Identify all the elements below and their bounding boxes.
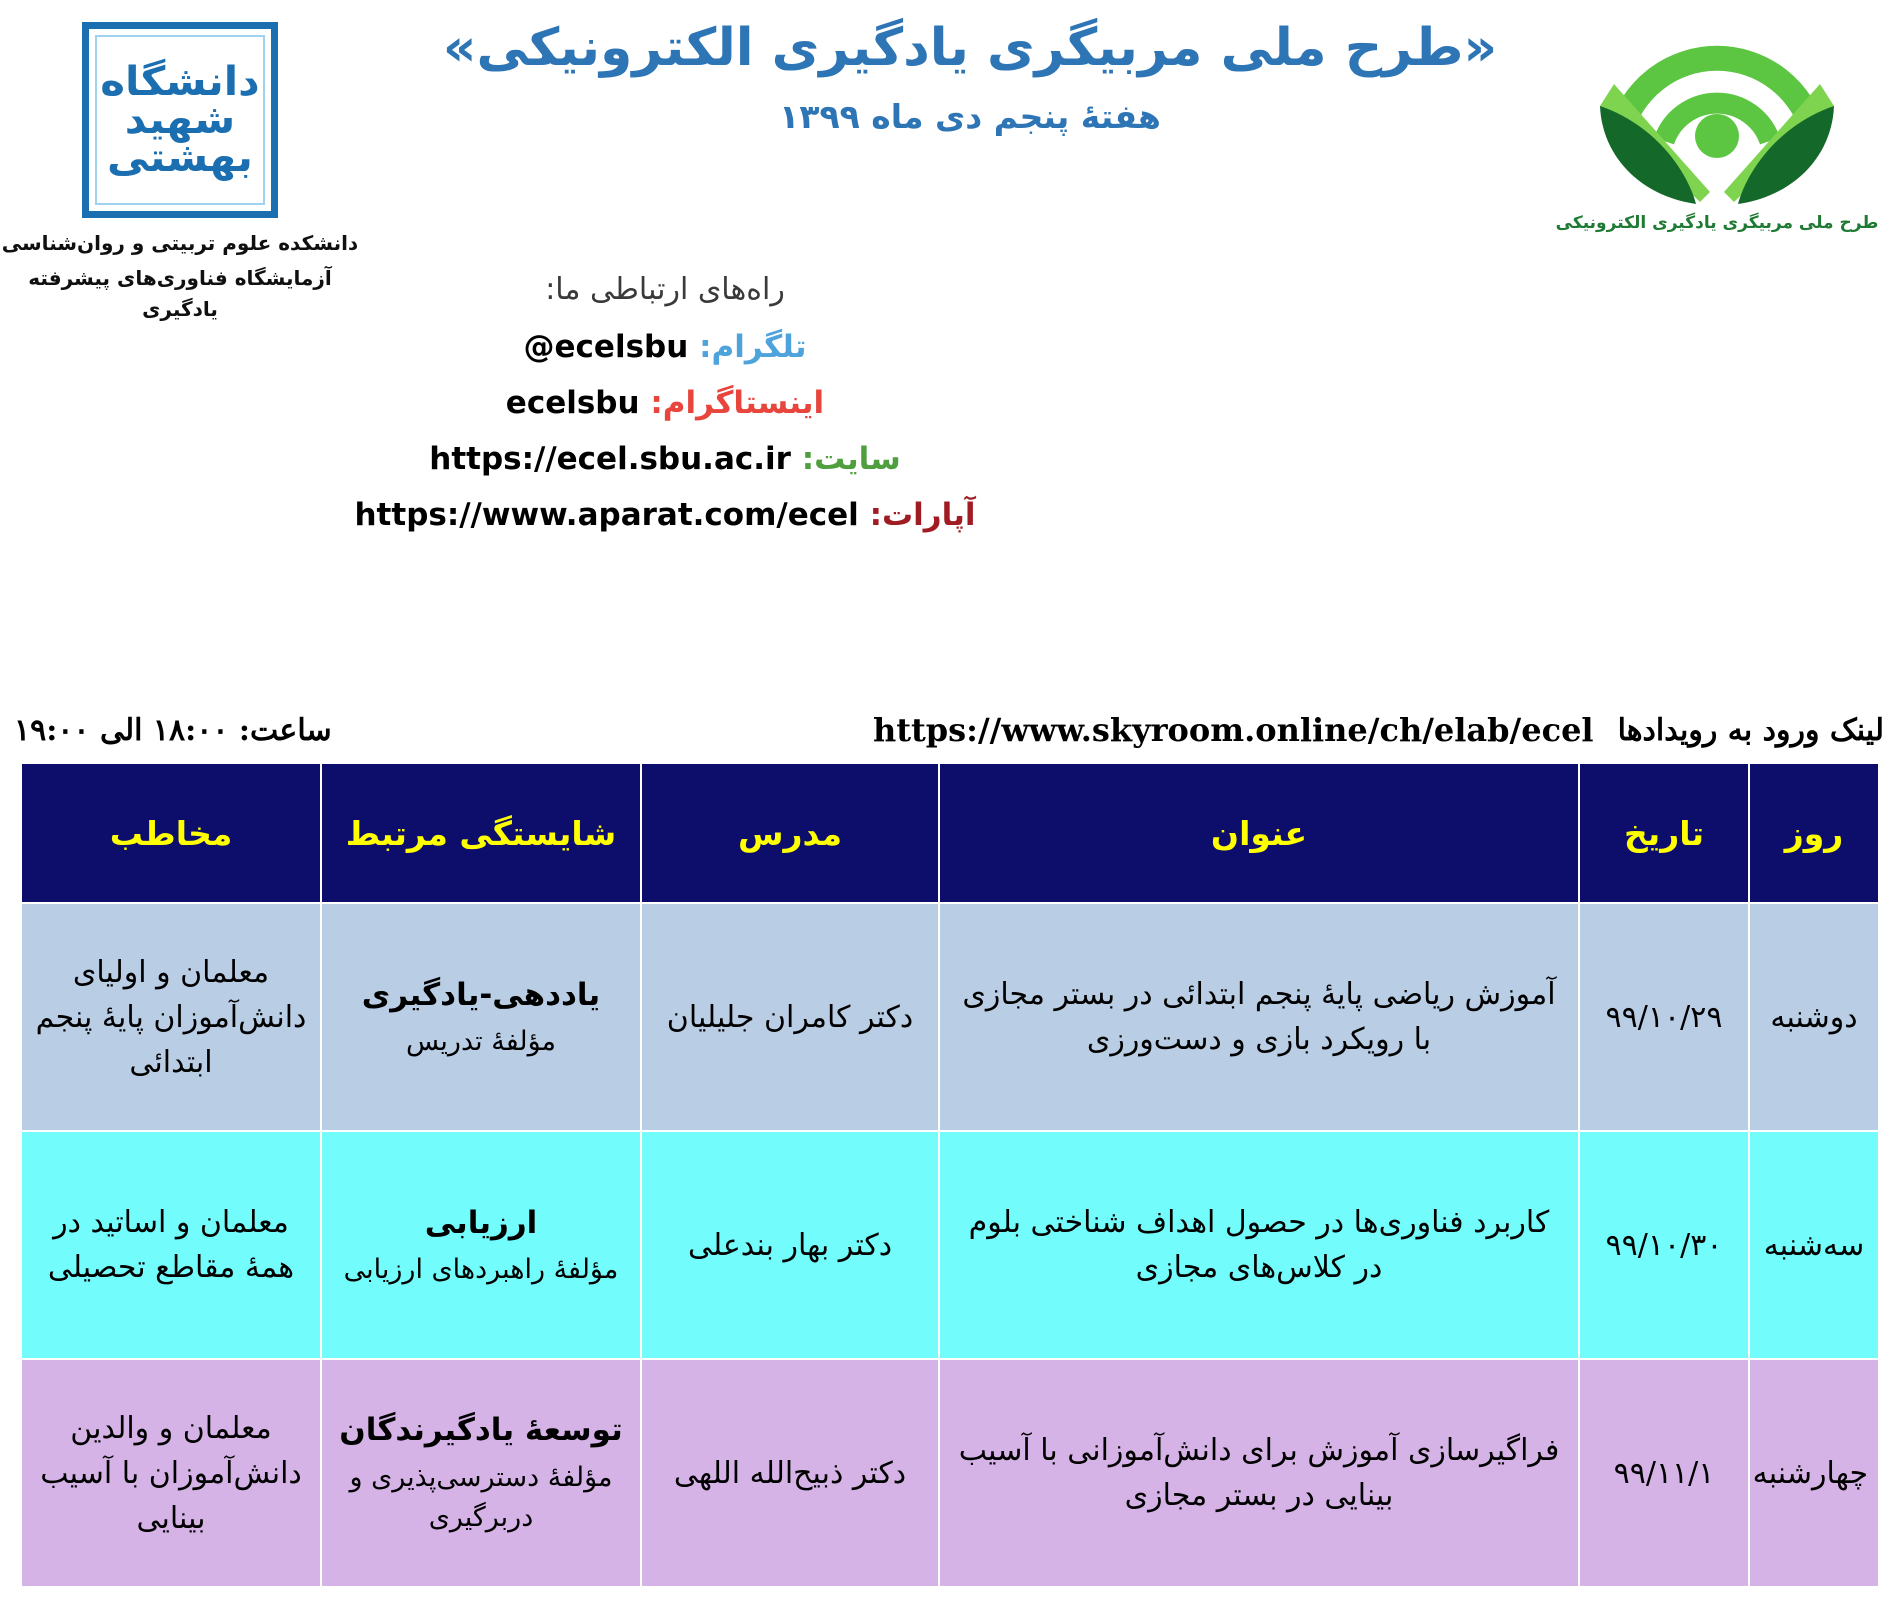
cell-title: آموزش ریاضی پایۀ پنجم ابتدائی در بستر مج… bbox=[938, 902, 1580, 1132]
faculty-name-line-2: آزمایشگاه فناوری‌های پیشرفته یادگیری bbox=[28, 266, 332, 321]
cell-audience: معلمان و اساتید در همۀ مقاطع تحصیلی bbox=[20, 1130, 322, 1360]
contact-heading: راه‌های ارتباطی ما: bbox=[545, 272, 785, 307]
schedule-table: روز تاریخ عنوان مدرس شایستگی مرتبط مخاطب… bbox=[20, 762, 1880, 1588]
cell-competency-main: یاددهی-یادگیری bbox=[361, 976, 601, 1013]
cell-instructor: دکتر ذبیح‌الله اللهی bbox=[640, 1358, 940, 1588]
column-header-date: تاریخ bbox=[1578, 762, 1750, 904]
cell-competency: توسعۀ یادگیرندگان مؤلفۀ دسترسی‌پذیری و د… bbox=[320, 1358, 642, 1588]
contact-telegram[interactable]: تلگرام: @ecelsbu bbox=[0, 329, 1330, 365]
schedule-table-body: دوشنبه ۹۹/۱۰/۲۹ آموزش ریاضی پایۀ پنجم اب… bbox=[20, 902, 1880, 1588]
event-link-label: لینک ورود به رویدادها bbox=[1617, 712, 1884, 748]
column-header-competency: شایستگی مرتبط bbox=[320, 762, 642, 904]
cell-competency-sub: مؤلفۀ تدریس bbox=[405, 1026, 557, 1057]
event-link-row: لینک ورود به رویدادها https://www.skyroo… bbox=[0, 700, 1900, 760]
ecel-wifi-hands-logo-icon bbox=[1600, 45, 1834, 204]
faculty-name-line-1: دانشکده علوم تربیتی و روان‌شناسی bbox=[1, 231, 359, 255]
sbu-logo-icon: دانشگاه شهید بهشتی bbox=[82, 22, 278, 218]
cell-competency-main: توسعۀ یادگیرندگان bbox=[339, 1412, 623, 1449]
contact-telegram-label: تلگرام bbox=[711, 329, 807, 365]
cell-competency-sub: مؤلفۀ راهبردهای ارزیابی bbox=[343, 1254, 619, 1285]
ecel-logo-caption: طرح ملی مربیگری یادگیری الکترونیکی bbox=[1555, 213, 1879, 233]
contact-aparat[interactable]: آپارات: https://www.aparat.com/ecel bbox=[0, 497, 1330, 533]
column-header-title: عنوان bbox=[938, 762, 1580, 904]
contact-website-value[interactable]: https://ecel.sbu.ac.ir bbox=[429, 441, 791, 477]
contact-aparat-value[interactable]: https://www.aparat.com/ecel bbox=[354, 497, 859, 533]
table-row: سه‌شنبه ۹۹/۱۰/۳۰ کاربرد فناوری‌ها در حصو… bbox=[20, 1130, 1880, 1360]
schedule-table-wrapper: روز تاریخ عنوان مدرس شایستگی مرتبط مخاطب… bbox=[20, 762, 1880, 1588]
contact-instagram[interactable]: اینستاگرام: ecelsbu bbox=[0, 385, 1330, 421]
event-link-url[interactable]: https://www.skyroom.online/ch/elab/ecel bbox=[872, 711, 1594, 749]
cell-audience: معلمان و اولیای دانش‌آموزان پایۀ پنجم اب… bbox=[20, 902, 322, 1132]
cell-date: ۹۹/۱۰/۲۹ bbox=[1578, 902, 1750, 1132]
schedule-table-head: روز تاریخ عنوان مدرس شایستگی مرتبط مخاطب bbox=[20, 762, 1880, 904]
column-header-audience: مخاطب bbox=[20, 762, 322, 904]
poster-header: دانشگاه شهید بهشتی دانشکده علوم تربیتی و… bbox=[0, 0, 1900, 340]
cell-day: سه‌شنبه bbox=[1748, 1130, 1880, 1360]
cell-title: کاربرد فناوری‌ها در حصول اهداف شناختی بل… bbox=[938, 1130, 1580, 1360]
table-header-row: روز تاریخ عنوان مدرس شایستگی مرتبط مخاطب bbox=[20, 762, 1880, 904]
cell-competency-sub: مؤلفۀ دسترسی‌پذیری و دربرگیری bbox=[349, 1461, 613, 1534]
contact-block: راه‌های ارتباطی ما: تلگرام: @ecelsbu این… bbox=[0, 272, 1330, 553]
column-header-day: روز bbox=[1748, 762, 1880, 904]
cell-competency-main: ارزیابی bbox=[424, 1204, 538, 1241]
column-header-instructor: مدرس bbox=[640, 762, 940, 904]
contact-telegram-value[interactable]: @ecelsbu bbox=[523, 329, 689, 365]
cell-instructor: دکتر کامران جلیلیان bbox=[640, 902, 940, 1132]
contact-website-separator: : bbox=[801, 441, 815, 477]
cell-day: چهارشنبه bbox=[1748, 1358, 1880, 1588]
cell-competency: یاددهی-یادگیری مؤلفۀ تدریس bbox=[320, 902, 642, 1132]
title-block: «طرح ملی مربیگری یادگیری الکترونیکی» هفت… bbox=[370, 16, 1570, 136]
contact-instagram-value[interactable]: ecelsbu bbox=[505, 385, 640, 421]
cell-audience: معلمان و والدین دانش‌آموزان با آسیب بینا… bbox=[20, 1358, 322, 1588]
contact-instagram-separator: : bbox=[650, 385, 663, 421]
page-title: «طرح ملی مربیگری یادگیری الکترونیکی» bbox=[442, 18, 1498, 78]
table-row: چهارشنبه ۹۹/۱۱/۱ فراگیرسازی آموزش برای د… bbox=[20, 1358, 1880, 1588]
sbu-logo-inner-frame bbox=[95, 35, 265, 205]
page-subtitle: هفتۀ پنجم دی ماه ۱۳۹۹ bbox=[779, 97, 1161, 136]
cell-competency: ارزیابی مؤلفۀ راهبردهای ارزیابی bbox=[320, 1130, 642, 1360]
contact-aparat-separator: : bbox=[869, 497, 882, 533]
contact-instagram-label: اینستاگرام bbox=[662, 385, 825, 421]
table-row: دوشنبه ۹۹/۱۰/۲۹ آموزش ریاضی پایۀ پنجم اب… bbox=[20, 902, 1880, 1132]
cell-date: ۹۹/۱۱/۱ bbox=[1578, 1358, 1750, 1588]
cell-instructor: دکتر بهار بندعلی bbox=[640, 1130, 940, 1360]
sbu-logo-calligraphy: دانشگاه شهید بهشتی bbox=[100, 59, 262, 181]
event-time-label: ساعت: ۱۸:۰۰ الی ۱۹:۰۰ bbox=[14, 712, 332, 748]
contact-website[interactable]: سایت: https://ecel.sbu.ac.ir bbox=[0, 441, 1330, 477]
contact-aparat-label: آپارات bbox=[881, 497, 976, 533]
contact-website-label: سایت bbox=[814, 441, 901, 477]
contact-telegram-separator: : bbox=[699, 329, 712, 365]
cell-title: فراگیرسازی آموزش برای دانش‌آموزانی با آس… bbox=[938, 1358, 1580, 1588]
university-branding: دانشگاه شهید بهشتی دانشکده علوم تربیتی و… bbox=[0, 8, 360, 325]
ecel-branding: طرح ملی مربیگری یادگیری الکترونیکی bbox=[1552, 6, 1882, 233]
cell-day: دوشنبه bbox=[1748, 902, 1880, 1132]
cell-date: ۹۹/۱۰/۳۰ bbox=[1578, 1130, 1750, 1360]
